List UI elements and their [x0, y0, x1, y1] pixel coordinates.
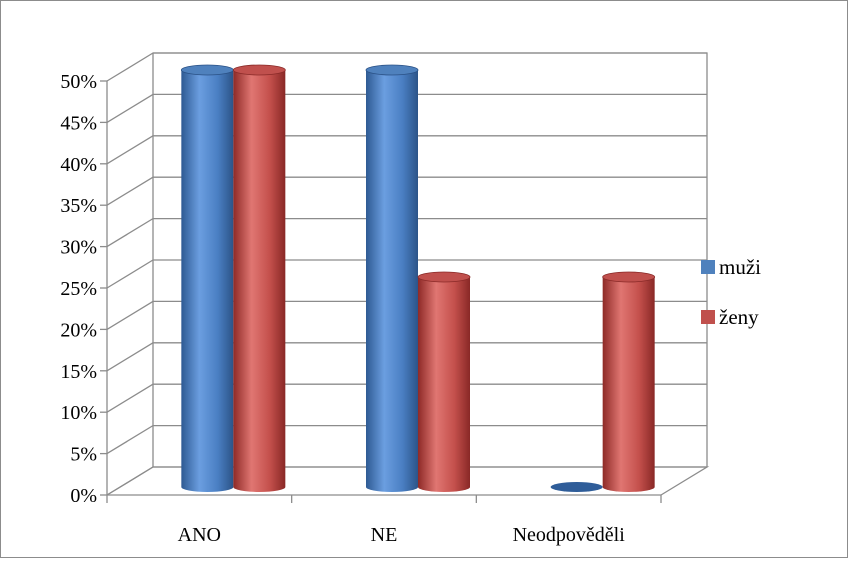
bar-ženy-ANO: [232, 64, 286, 492]
y-tick-label: 45%: [60, 112, 97, 134]
legend: muži ženy: [701, 255, 761, 329]
legend-swatch: [701, 260, 715, 274]
x-axis: ANO NE Neodpověděli: [106, 494, 662, 546]
bar-ženy-Neodpověděli: [602, 271, 656, 493]
legend-label: ženy: [719, 305, 759, 329]
gridline: [106, 93, 707, 123]
bar-top-zero: [550, 482, 603, 492]
gridline: [106, 176, 707, 206]
y-axis: 0% 5% 10% 15% 20% 25% 30% 35% 40% 45% 50%: [60, 71, 108, 507]
gridline: [106, 466, 707, 496]
bar-body: [366, 70, 418, 492]
y-tick-label: 40%: [60, 154, 97, 176]
y-tick-label: 5%: [70, 444, 97, 466]
bar-muži-ANO: [180, 64, 234, 493]
y-tick-label: 35%: [60, 195, 97, 217]
gridline: [106, 217, 707, 248]
gridline: [106, 424, 707, 455]
bar-top: [180, 64, 234, 76]
bar-body: [233, 70, 286, 492]
gridline: [106, 259, 707, 289]
bar-muži-Neodpověděli: [550, 482, 603, 492]
x-tick-label: Neodpověděli: [513, 524, 626, 546]
legend-swatch: [701, 310, 715, 324]
legend-label: muži: [719, 255, 761, 279]
gridline: [106, 342, 707, 372]
bar-top: [232, 64, 286, 76]
y-tick-label: 50%: [60, 71, 97, 93]
y-tick-label: 30%: [60, 237, 97, 259]
bar-top: [417, 271, 471, 283]
bar-body: [181, 70, 234, 493]
gridline: [106, 300, 707, 330]
gridline: [106, 135, 707, 165]
bar-top: [602, 271, 656, 283]
gridline: [106, 52, 707, 82]
x-tick-label: NE: [371, 524, 398, 546]
y-tick-label: 20%: [60, 319, 97, 341]
bar-ženy-NE: [417, 271, 471, 492]
y-tick-label: 25%: [60, 278, 97, 300]
bar-top: [365, 64, 419, 76]
y-tick-label: 0%: [70, 485, 97, 507]
y-tick-label: 10%: [60, 402, 97, 424]
gridline: [106, 383, 707, 413]
bar-body: [602, 277, 655, 493]
y-tick-label: 15%: [60, 361, 97, 383]
x-tick-label: ANO: [178, 524, 221, 546]
bars: [180, 64, 656, 493]
bar-muži-NE: [365, 64, 419, 492]
bar-body: [418, 277, 470, 492]
gridlines: [106, 52, 707, 496]
